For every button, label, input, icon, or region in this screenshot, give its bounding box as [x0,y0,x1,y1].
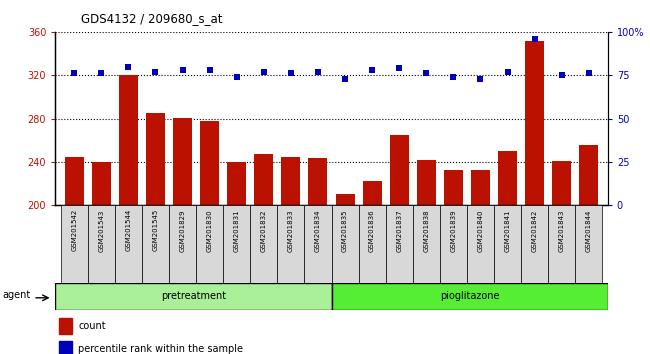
Text: GSM201837: GSM201837 [396,209,402,252]
Point [231,74,242,80]
Text: GSM201840: GSM201840 [478,209,484,252]
Point [259,69,269,75]
Point [448,74,459,80]
Point [124,64,134,69]
Bar [552,161,571,205]
Text: GSM201836: GSM201836 [369,209,375,252]
Text: GSM201545: GSM201545 [153,209,159,251]
Bar [58,318,72,334]
Bar [332,283,608,310]
Bar [335,194,354,205]
Bar [494,205,521,283]
Bar [281,156,300,205]
Bar [467,205,494,283]
Bar [385,205,413,283]
Bar [413,205,440,283]
Text: GSM201542: GSM201542 [72,209,77,251]
Bar [65,156,84,205]
Point [313,69,323,75]
Point [177,67,188,73]
Text: GSM201844: GSM201844 [586,209,592,252]
Bar [278,205,304,283]
Bar [55,283,332,310]
Bar [579,144,598,205]
Point [340,76,350,81]
Bar [390,135,409,205]
Point [394,65,404,71]
Text: count: count [78,321,106,331]
Bar [498,151,517,205]
Text: GSM201544: GSM201544 [125,209,131,251]
Bar [575,205,603,283]
Bar [60,205,88,283]
Text: GSM201834: GSM201834 [315,209,321,252]
Bar [58,341,72,354]
Bar [521,205,548,283]
Bar [227,162,246,205]
Point [421,71,432,76]
Bar [444,170,463,205]
Point [556,73,567,78]
Bar [169,205,196,283]
Bar [119,75,138,205]
Bar [471,170,490,205]
Text: GSM201833: GSM201833 [288,209,294,252]
Bar [304,205,332,283]
Bar [254,154,273,205]
Text: GDS4132 / 209680_s_at: GDS4132 / 209680_s_at [81,12,223,25]
Text: GSM201831: GSM201831 [234,209,240,252]
Point [286,71,296,76]
Point [367,67,377,73]
Bar [196,205,223,283]
Bar [417,160,436,205]
Bar [146,113,165,205]
Point [502,69,513,75]
Bar [173,118,192,205]
Text: GSM201839: GSM201839 [450,209,456,252]
Text: GSM201830: GSM201830 [207,209,213,252]
Text: GSM201835: GSM201835 [342,209,348,252]
Point [584,71,594,76]
Bar [525,41,544,205]
Text: pretreatment: pretreatment [161,291,226,302]
Text: GSM201841: GSM201841 [504,209,510,252]
Point [96,71,107,76]
Bar [250,205,278,283]
Text: GSM201829: GSM201829 [179,209,185,252]
Bar [309,158,328,205]
Text: percentile rank within the sample: percentile rank within the sample [78,344,243,354]
Point [69,71,79,76]
Bar [142,205,169,283]
Point [529,36,539,42]
Bar [440,205,467,283]
Point [150,69,161,75]
Bar [88,205,115,283]
Point [475,76,486,81]
Text: GSM201838: GSM201838 [423,209,429,252]
Bar [332,205,359,283]
Text: GSM201832: GSM201832 [261,209,266,252]
Bar [200,121,219,205]
Bar [223,205,250,283]
Bar [359,205,385,283]
Bar [92,162,110,205]
Text: pioglitazone: pioglitazone [440,291,499,302]
Text: GSM201843: GSM201843 [559,209,565,252]
Point [205,67,215,73]
Bar [115,205,142,283]
Text: agent: agent [3,290,31,300]
Bar [363,182,382,205]
Text: GSM201842: GSM201842 [532,209,538,252]
Text: GSM201543: GSM201543 [98,209,104,252]
Bar [548,205,575,283]
